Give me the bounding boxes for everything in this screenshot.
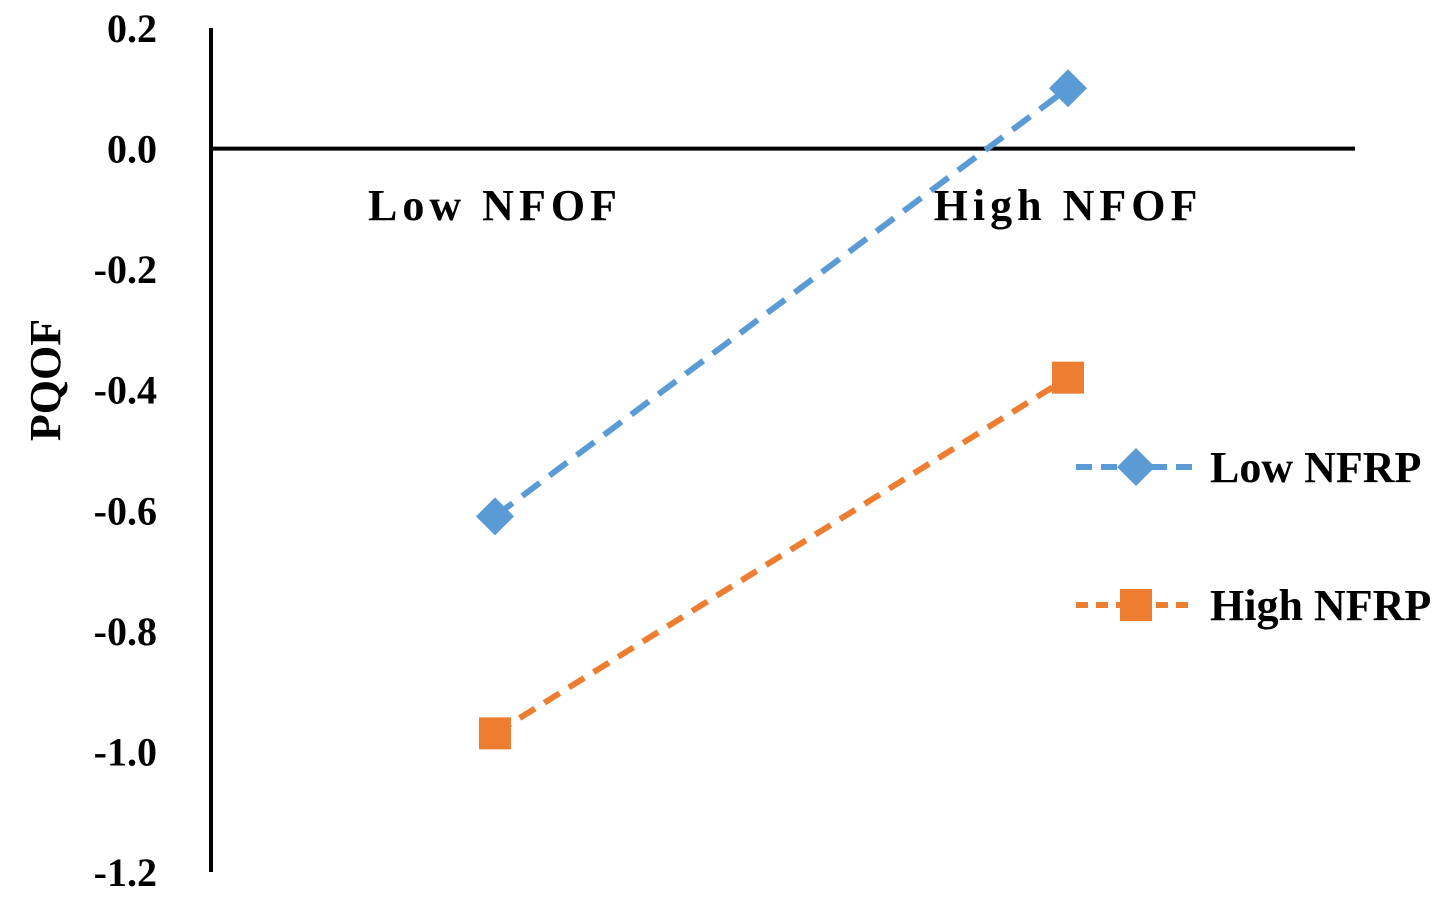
y-tick-label: -0.4 (94, 368, 157, 413)
legend-marker (1120, 589, 1152, 621)
y-tick-label: 0.2 (107, 6, 157, 51)
legend-label: Low NFRP (1210, 443, 1421, 492)
y-tick-label: -0.2 (94, 247, 157, 292)
data-point (1049, 69, 1087, 108)
series-2 (479, 361, 1084, 750)
legend-item: High NFRP (1076, 581, 1431, 630)
series-line (493, 375, 1070, 736)
y-tick-label: -0.8 (94, 609, 157, 654)
legend: Low NFRP High NFRP (1076, 443, 1431, 630)
y-axis: 0.2 0.0 -0.2 -0.4 -0.6 -0.8 -1.0 -1.2 (94, 6, 213, 895)
data-point (476, 497, 514, 536)
legend-item: Low NFRP (1076, 443, 1421, 492)
y-tick-label: -1.2 (94, 850, 157, 895)
series-line (493, 85, 1070, 519)
series-1 (476, 69, 1087, 536)
x-category-label: Low NFOF (368, 181, 622, 230)
legend-label: High NFRP (1210, 581, 1431, 630)
x-category-label: High NFOF (934, 181, 1203, 230)
x-axis: Low NFOF High NFOF (211, 146, 1355, 230)
data-point (1052, 361, 1084, 394)
y-axis-title: PQOF (21, 319, 70, 441)
legend-marker (1117, 448, 1155, 486)
series-group (476, 69, 1087, 750)
data-point (479, 717, 511, 750)
y-tick-label: -1.0 (94, 729, 157, 774)
y-tick-label: 0.0 (107, 127, 157, 172)
y-tick-label: -0.6 (94, 488, 157, 533)
